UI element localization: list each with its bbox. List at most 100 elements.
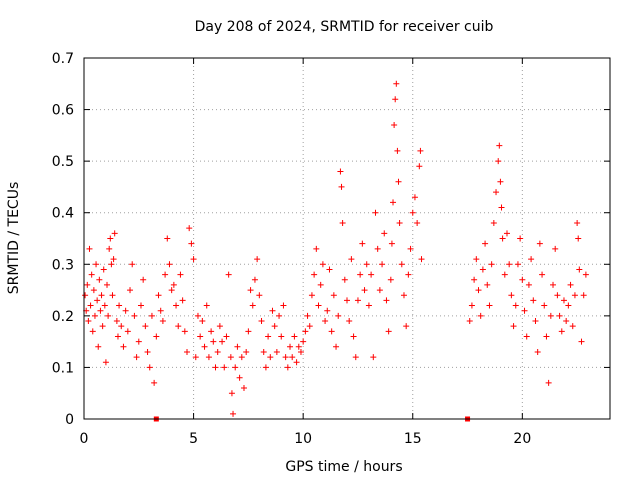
- data-point: [166, 261, 172, 267]
- data-point: [401, 292, 407, 298]
- data-point: [89, 272, 95, 278]
- data-point: [554, 292, 560, 298]
- data-point: [410, 210, 416, 216]
- data-point: [280, 303, 286, 309]
- data-point: [129, 261, 135, 267]
- data-point: [107, 236, 113, 242]
- data-point: [234, 344, 240, 350]
- data-point: [394, 148, 400, 154]
- data-point: [158, 308, 164, 314]
- data-point: [331, 292, 337, 298]
- data-point: [123, 308, 129, 314]
- data-point: [486, 303, 492, 309]
- data-point: [359, 241, 365, 247]
- data-point: [388, 277, 394, 283]
- data-point: [105, 313, 111, 319]
- data-point: [318, 282, 324, 288]
- data-point: [103, 359, 109, 365]
- data-point: [414, 220, 420, 226]
- data-point: [320, 261, 326, 267]
- data-point: [100, 323, 106, 329]
- data-point: [576, 266, 582, 272]
- data-point: [478, 313, 484, 319]
- data-point: [202, 344, 208, 350]
- data-point: [300, 339, 306, 345]
- data-point: [215, 349, 221, 355]
- data-point: [362, 287, 368, 293]
- data-point: [305, 313, 311, 319]
- data-point: [164, 236, 170, 242]
- x-tick-label: 20: [513, 431, 531, 447]
- y-axis-tick-labels: 0 0.1 0.2 0.3 0.4 0.5 0.6 0.7: [52, 51, 74, 428]
- y-tick-label: 0.6: [52, 103, 74, 119]
- data-point: [153, 333, 159, 339]
- data-point: [274, 349, 280, 355]
- y-tick-label: 0.7: [52, 51, 74, 67]
- data-point: [156, 292, 162, 298]
- data-point: [287, 344, 293, 350]
- data-point: [97, 308, 103, 314]
- data-point: [195, 313, 201, 319]
- data-point: [482, 241, 488, 247]
- data-point: [180, 297, 186, 303]
- data-point: [379, 261, 385, 267]
- data-point: [210, 339, 216, 345]
- data-point: [101, 266, 107, 272]
- data-point: [296, 344, 302, 350]
- data-point: [283, 354, 289, 360]
- data-point: [213, 364, 219, 370]
- data-point: [127, 287, 133, 293]
- data-point: [106, 246, 112, 252]
- data-point: [392, 96, 398, 102]
- data-point: [570, 323, 576, 329]
- data-point: [243, 349, 249, 355]
- data-point: [499, 205, 505, 211]
- data-point: [230, 411, 236, 417]
- data-point: [206, 354, 212, 360]
- data-point: [372, 210, 378, 216]
- data-point: [112, 230, 118, 236]
- data-point: [259, 318, 265, 324]
- data-point: [405, 272, 411, 278]
- data-point: [245, 328, 251, 334]
- data-point: [265, 333, 271, 339]
- data-point: [493, 189, 499, 195]
- data-point: [517, 236, 523, 242]
- data-point: [368, 272, 374, 278]
- data-point: [471, 277, 477, 283]
- data-point: [381, 230, 387, 236]
- x-tick-label: 15: [404, 431, 422, 447]
- data-point: [217, 323, 223, 329]
- data-point: [419, 256, 425, 262]
- data-point: [335, 313, 341, 319]
- data-point: [177, 272, 183, 278]
- data-point: [237, 375, 243, 381]
- y-tick-label: 0: [65, 412, 74, 428]
- data-point: [228, 354, 234, 360]
- data-point: [204, 303, 210, 309]
- data-point: [94, 297, 100, 303]
- data-point: [346, 318, 352, 324]
- data-point: [396, 179, 402, 185]
- y-tick-label: 0.1: [52, 360, 74, 376]
- data-point: [118, 323, 124, 329]
- data-point: [241, 385, 247, 391]
- data-point: [125, 328, 131, 334]
- gridlines: [84, 58, 610, 419]
- data-point: [342, 277, 348, 283]
- data-point: [149, 313, 155, 319]
- data-point: [574, 220, 580, 226]
- axis-ticks: [84, 58, 610, 419]
- y-tick-label: 0.3: [52, 257, 74, 273]
- data-point: [193, 354, 199, 360]
- data-point: [248, 287, 254, 293]
- data-point: [88, 303, 94, 309]
- data-point: [85, 318, 91, 324]
- data-point: [565, 303, 571, 309]
- data-point: [278, 333, 284, 339]
- data-point: [532, 318, 538, 324]
- data-point: [186, 225, 192, 231]
- data-point: [333, 344, 339, 350]
- data-point: [497, 179, 503, 185]
- data-point: [530, 297, 536, 303]
